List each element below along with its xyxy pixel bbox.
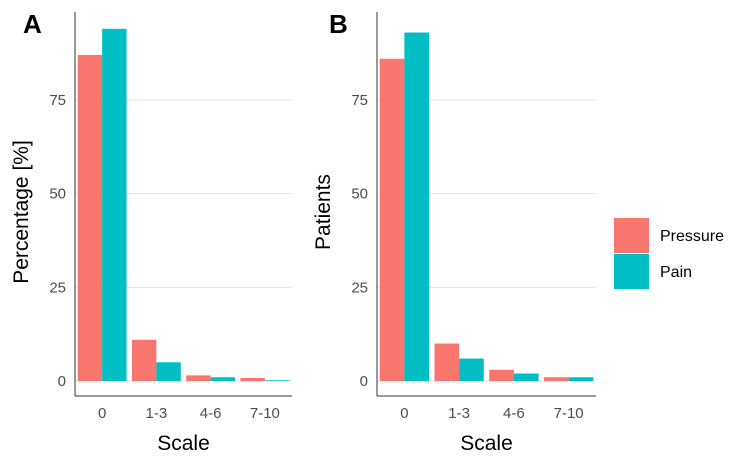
x-tick-label: 1-3 xyxy=(146,405,168,422)
y-axis-title: Patients xyxy=(312,174,335,250)
x-tick-label: 0 xyxy=(400,405,408,422)
bar-pressure-1-3 xyxy=(434,343,460,381)
bar-pain-4-6 xyxy=(210,377,236,381)
bar-pain-0 xyxy=(102,28,127,382)
x-tick-label: 7-10 xyxy=(250,405,280,422)
x-axis-title: Scale xyxy=(460,432,513,455)
legend: Pressure Pain xyxy=(614,218,724,289)
y-tick-label: 75 xyxy=(49,92,66,109)
legend-label-pressure: Pressure xyxy=(660,228,724,245)
bar-pain-1-3 xyxy=(156,362,181,381)
panel-b: 0 1-3 4-6 7-10 0 25 50 75 Scale Patients B xyxy=(312,9,596,455)
bar-pressure-4-6 xyxy=(186,375,211,381)
y-tick-label: 25 xyxy=(351,279,368,296)
bar-pressure-7-10 xyxy=(240,378,265,381)
bar-pain-1-3 xyxy=(459,358,484,381)
panel-a: 0 1-3 4-6 7-10 0 25 50 75 Scale Percentage [%] A xyxy=(10,9,292,455)
panel-letter: A xyxy=(23,9,42,39)
bar-pain-4-6 xyxy=(513,373,539,381)
bar-pressure-0 xyxy=(77,55,103,381)
bar-pain-7-10 xyxy=(264,380,290,381)
bar-pain-7-10 xyxy=(568,377,594,381)
bar-pressure-0 xyxy=(379,58,405,381)
x-tick-label: 4-6 xyxy=(503,405,525,422)
y-tick-label: 0 xyxy=(58,373,66,390)
y-tick-label: 75 xyxy=(351,92,368,109)
panel-letter: B xyxy=(329,9,348,39)
x-tick-label: 0 xyxy=(98,405,106,422)
legend-key-pressure xyxy=(614,218,649,253)
x-tick-label: 4-6 xyxy=(200,405,222,422)
legend-label-pain: Pain xyxy=(660,264,692,281)
legend-key-pain xyxy=(614,254,649,289)
bar-pressure-1-3 xyxy=(131,339,157,381)
bar-pressure-7-10 xyxy=(543,377,569,381)
y-tick-label: 0 xyxy=(360,373,368,390)
bar-pain-0 xyxy=(404,32,430,382)
y-tick-label: 50 xyxy=(351,186,368,203)
x-tick-label: 7-10 xyxy=(554,405,584,422)
y-axis-title: Percentage [%] xyxy=(10,140,33,284)
y-tick-label: 25 xyxy=(49,279,66,296)
x-tick-label: 1-3 xyxy=(448,405,470,422)
y-tick-label: 50 xyxy=(49,186,66,203)
x-axis-title: Scale xyxy=(157,432,210,455)
bar-pressure-4-6 xyxy=(489,369,514,381)
